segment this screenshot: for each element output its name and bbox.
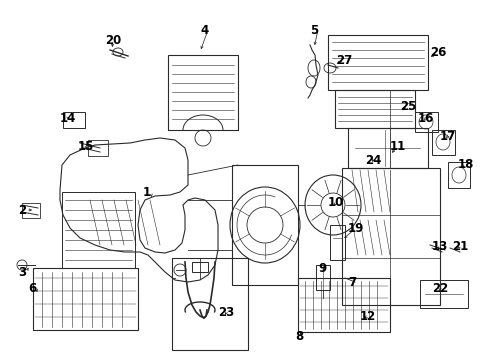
Bar	[297, 278, 389, 332]
Text: 13: 13	[431, 239, 447, 252]
Text: 8: 8	[294, 329, 303, 342]
Bar	[33, 268, 138, 330]
Bar	[62, 192, 135, 268]
Bar	[315, 265, 329, 290]
Text: 1: 1	[142, 186, 151, 199]
Text: 16: 16	[417, 112, 433, 125]
Bar	[192, 262, 207, 272]
Bar	[447, 162, 469, 188]
Bar	[334, 90, 414, 128]
Bar	[347, 128, 427, 168]
Bar	[63, 112, 85, 128]
Text: 18: 18	[457, 158, 473, 171]
Bar	[327, 35, 427, 90]
Text: 5: 5	[309, 23, 318, 36]
Text: 10: 10	[327, 197, 344, 210]
Text: 25: 25	[399, 99, 415, 112]
Text: 15: 15	[78, 139, 94, 153]
Text: 9: 9	[317, 261, 325, 274]
Bar	[168, 55, 238, 130]
Text: 22: 22	[431, 282, 447, 294]
Text: 7: 7	[347, 276, 355, 289]
Bar	[329, 225, 345, 260]
Bar	[88, 140, 108, 156]
Bar	[22, 203, 40, 218]
Text: 19: 19	[347, 221, 364, 234]
Text: 20: 20	[105, 33, 121, 46]
Bar	[419, 280, 467, 308]
Bar	[414, 112, 437, 132]
Bar	[431, 130, 454, 155]
Text: 21: 21	[451, 239, 468, 252]
Text: 2: 2	[18, 203, 26, 216]
Text: 6: 6	[28, 282, 36, 294]
Text: 17: 17	[439, 130, 455, 143]
Text: 4: 4	[200, 23, 208, 36]
Text: 27: 27	[335, 54, 351, 67]
Text: 26: 26	[429, 46, 446, 59]
Bar	[172, 258, 247, 350]
Text: 23: 23	[218, 306, 234, 320]
Text: 14: 14	[60, 112, 76, 125]
Text: 3: 3	[18, 266, 26, 279]
Text: 12: 12	[359, 310, 375, 323]
Bar	[231, 165, 297, 285]
Text: 11: 11	[389, 139, 406, 153]
Bar	[341, 168, 439, 305]
Text: 24: 24	[364, 153, 381, 166]
